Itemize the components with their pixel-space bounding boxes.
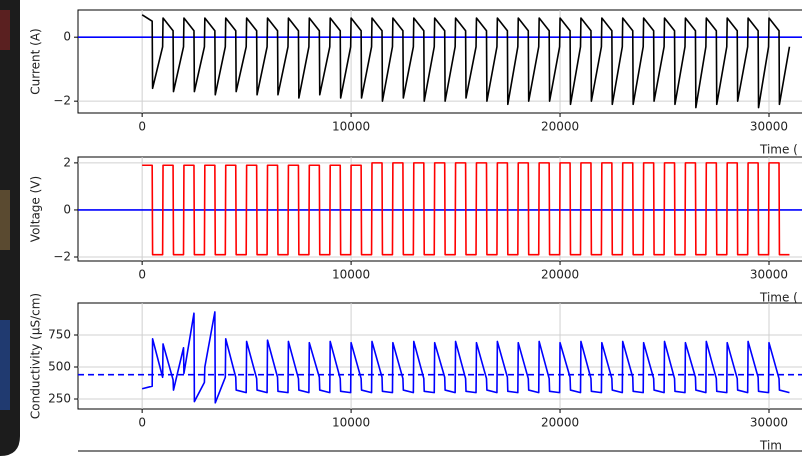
y-tick-label: 0 [63,30,71,44]
side-thumb [0,320,10,410]
plot-content [78,311,802,404]
plot-area [77,9,802,114]
y-tick-label: −2 [53,94,71,108]
x-tick-label: 30000 [750,120,788,134]
subplot: −2 0 0 10000 20000 30000 Time ( Current (A) [29,9,802,157]
subplot: 250 500 750 0 10000 20000 30000 Tim Conductivity… [29,293,802,453]
plot-content [78,162,802,256]
series-line [141,14,791,109]
x-tick-label: 10000 [332,120,370,134]
x-tick-label: 30000 [750,416,788,430]
x-tick-label: 20000 [541,416,579,430]
y-tick-label: 0 [63,202,71,216]
y-tick-label: 2 [63,155,71,169]
x-tick-label: 20000 [541,120,579,134]
x-tick-label: 0 [138,268,146,282]
x-axis-label: Tim [759,439,782,453]
y-tick-label: 500 [48,360,71,374]
x-axis-label: Time ( [759,291,798,305]
y-tick-label: −2 [53,250,71,264]
x-axis-label: Time ( [759,143,798,157]
y-tick-label: 250 [48,392,71,406]
plot-area [77,302,802,410]
x-tick-label: 0 [138,416,146,430]
series-line [142,162,790,256]
x-tick-label: 10000 [332,416,370,430]
subplot: −2 0 2 0 10000 20000 30000 Time ( Voltage (V) [29,155,802,305]
y-tick-label: 750 [48,328,71,342]
y-axis-label: Voltage (V) [29,176,43,242]
plot-content [78,14,802,109]
side-thumb [0,190,10,250]
plot-area [77,156,802,262]
x-tick-label: 20000 [541,268,579,282]
x-tick-label: 30000 [750,268,788,282]
x-tick-label: 0 [138,120,146,134]
y-axis-label: Current (A) [29,28,43,94]
y-axis-label: Conductivity (µS/cm) [29,293,43,419]
x-tick-label: 10000 [332,268,370,282]
side-thumb [0,10,10,50]
series-line [141,311,790,404]
